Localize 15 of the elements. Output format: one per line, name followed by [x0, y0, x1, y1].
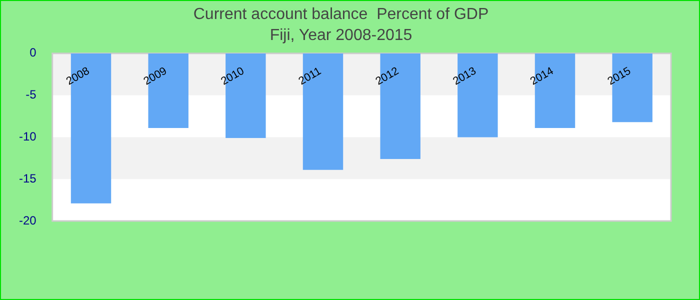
- x-tick-label: 2015: [606, 65, 633, 88]
- chart-subtitle: Fiji, Year 2008-2015: [270, 27, 412, 44]
- y-tick-label: -15: [19, 171, 37, 186]
- y-tick-label: -5: [26, 88, 37, 102]
- x-tick-label: 2012: [374, 65, 401, 88]
- x-tick-label: 2011: [296, 65, 324, 88]
- y-tick-label: -10: [19, 130, 37, 144]
- x-tick-label: 2010: [219, 65, 246, 88]
- y-tick-label: 0: [30, 46, 37, 60]
- x-tick-label: 2013: [451, 65, 478, 88]
- x-tick-label: 2014: [528, 65, 556, 88]
- x-tick-label: 2009: [142, 65, 169, 88]
- x-tick-label: 2008: [64, 65, 92, 88]
- y-tick-label: -20: [19, 213, 37, 228]
- chart-title: Current account balance Percent of GDP: [193, 6, 489, 24]
